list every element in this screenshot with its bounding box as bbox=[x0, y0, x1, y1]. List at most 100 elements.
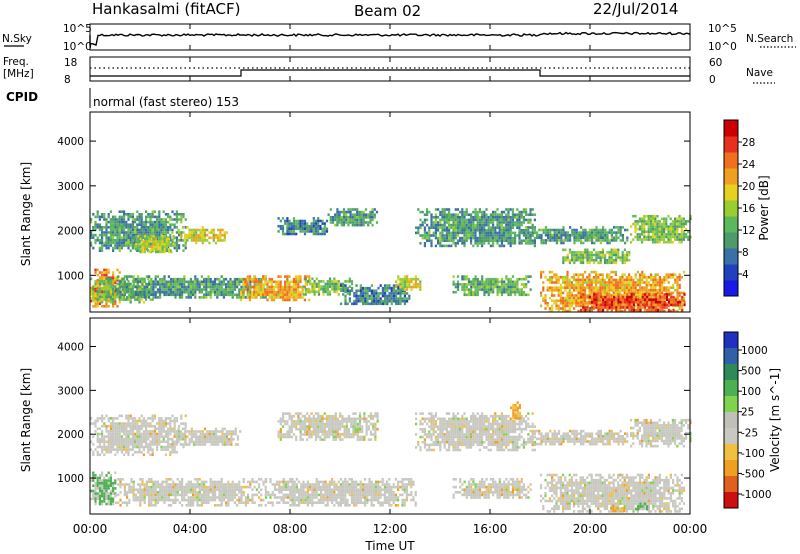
heatmap-cell bbox=[171, 239, 174, 242]
heatmap-cell bbox=[257, 293, 260, 297]
heatmap-cell bbox=[214, 280, 217, 284]
heatmap-cell bbox=[660, 217, 663, 221]
heatmap-cell bbox=[288, 219, 291, 223]
heatmap-cell bbox=[527, 231, 530, 235]
heatmap-cell bbox=[577, 291, 580, 295]
heatmap-cell bbox=[357, 297, 360, 300]
power-colorbar-tick-label: 24 bbox=[742, 159, 756, 171]
heatmap-cell bbox=[90, 299, 93, 303]
heatmap-cell bbox=[496, 283, 499, 286]
heatmap-cell bbox=[112, 417, 115, 420]
heatmap-cell bbox=[262, 290, 265, 294]
heatmap-cell bbox=[120, 445, 123, 449]
heatmap-cell bbox=[643, 301, 646, 304]
heatmap-cell bbox=[324, 285, 327, 288]
heatmap-cell bbox=[142, 417, 145, 420]
heatmap-cell bbox=[641, 217, 644, 221]
heatmap-cell bbox=[159, 240, 162, 243]
heatmap-cell bbox=[105, 414, 108, 418]
heatmap-cell bbox=[158, 422, 161, 425]
heatmap-cell bbox=[362, 292, 365, 295]
heatmap-cell bbox=[452, 239, 455, 242]
heatmap-cell bbox=[624, 241, 627, 245]
heatmap-cell bbox=[551, 304, 554, 308]
heatmap-cell bbox=[160, 218, 163, 221]
heatmap-cell bbox=[379, 297, 382, 300]
heatmap-cell bbox=[101, 295, 104, 299]
heatmap-cell bbox=[114, 298, 117, 301]
heatmap-cell bbox=[551, 307, 554, 310]
heatmap-cell bbox=[356, 213, 359, 216]
heatmap-cell bbox=[630, 293, 633, 296]
heatmap-cell bbox=[145, 290, 148, 294]
heatmap-cell bbox=[112, 223, 115, 226]
heatmap-cell bbox=[421, 236, 424, 240]
heatmap-cell bbox=[107, 239, 110, 242]
heatmap-cell bbox=[592, 304, 595, 308]
heatmap-cell bbox=[277, 293, 280, 297]
heatmap-cell bbox=[139, 288, 142, 291]
heatmap-cell bbox=[303, 222, 307, 225]
heatmap-cell bbox=[544, 296, 547, 300]
heatmap-cell bbox=[326, 280, 329, 283]
heatmap-cell bbox=[573, 236, 576, 240]
heatmap-cell bbox=[496, 285, 499, 289]
heatmap-cell bbox=[150, 240, 153, 243]
heatmap-cell bbox=[439, 221, 442, 224]
heatmap-cell bbox=[156, 427, 159, 431]
heatmap-cell bbox=[138, 300, 141, 304]
heatmap-cell bbox=[647, 235, 650, 239]
heatmap-cell bbox=[373, 213, 376, 216]
heatmap-cell bbox=[116, 246, 119, 250]
heatmap-cell bbox=[659, 295, 662, 299]
heatmap-cell bbox=[284, 285, 287, 289]
heatmap-cell bbox=[496, 236, 499, 240]
heatmap-cell bbox=[588, 291, 591, 295]
heatmap-cell bbox=[408, 285, 411, 289]
heatmap-cell bbox=[608, 278, 611, 282]
heatmap-cell bbox=[663, 309, 666, 313]
heatmap-cell bbox=[588, 239, 591, 242]
heatmap-cell bbox=[531, 241, 534, 245]
heatmap-cell bbox=[511, 213, 514, 216]
heatmap-cell bbox=[229, 290, 232, 294]
heatmap-cell bbox=[138, 417, 141, 420]
heatmap-cell bbox=[625, 286, 628, 289]
heatmap-cell bbox=[121, 293, 124, 297]
heatmap-cell bbox=[659, 303, 662, 307]
heatmap-cell bbox=[568, 258, 571, 262]
heatmap-cell bbox=[658, 222, 661, 226]
heatmap-cell bbox=[121, 285, 124, 289]
heatmap-cell bbox=[591, 233, 594, 237]
heatmap-cell bbox=[299, 224, 302, 228]
heatmap-cell bbox=[105, 228, 108, 232]
heatmap-cell bbox=[284, 219, 287, 223]
heatmap-cell bbox=[147, 430, 150, 433]
heatmap-cell bbox=[474, 216, 477, 219]
heatmap-cell bbox=[172, 293, 175, 297]
heatmap-cell bbox=[129, 228, 132, 232]
heatmap-cell bbox=[657, 308, 660, 312]
heatmap-cell bbox=[203, 233, 207, 237]
heatmap-cell bbox=[496, 288, 499, 291]
heatmap-cell bbox=[175, 226, 178, 229]
heatmap-cell bbox=[564, 276, 567, 279]
heatmap-cell bbox=[286, 230, 289, 233]
heatmap-cell bbox=[406, 292, 409, 295]
heatmap-cell bbox=[346, 286, 349, 290]
heatmap-cell bbox=[327, 213, 330, 216]
heatmap-cell bbox=[188, 228, 191, 232]
heatmap-cell bbox=[549, 236, 552, 240]
heatmap-cell bbox=[441, 223, 444, 227]
heatmap-cell bbox=[292, 277, 295, 281]
heatmap-cell bbox=[268, 296, 271, 299]
heatmap-cell bbox=[663, 295, 666, 299]
heatmap-cell bbox=[109, 445, 112, 449]
heatmap-cell bbox=[129, 443, 132, 446]
heatmap-cell bbox=[665, 240, 668, 244]
heatmap-cell bbox=[154, 285, 157, 289]
heatmap-cell bbox=[577, 253, 580, 257]
heatmap-cell bbox=[173, 226, 176, 229]
heatmap-cell bbox=[667, 289, 670, 292]
heatmap-cell bbox=[403, 292, 406, 295]
